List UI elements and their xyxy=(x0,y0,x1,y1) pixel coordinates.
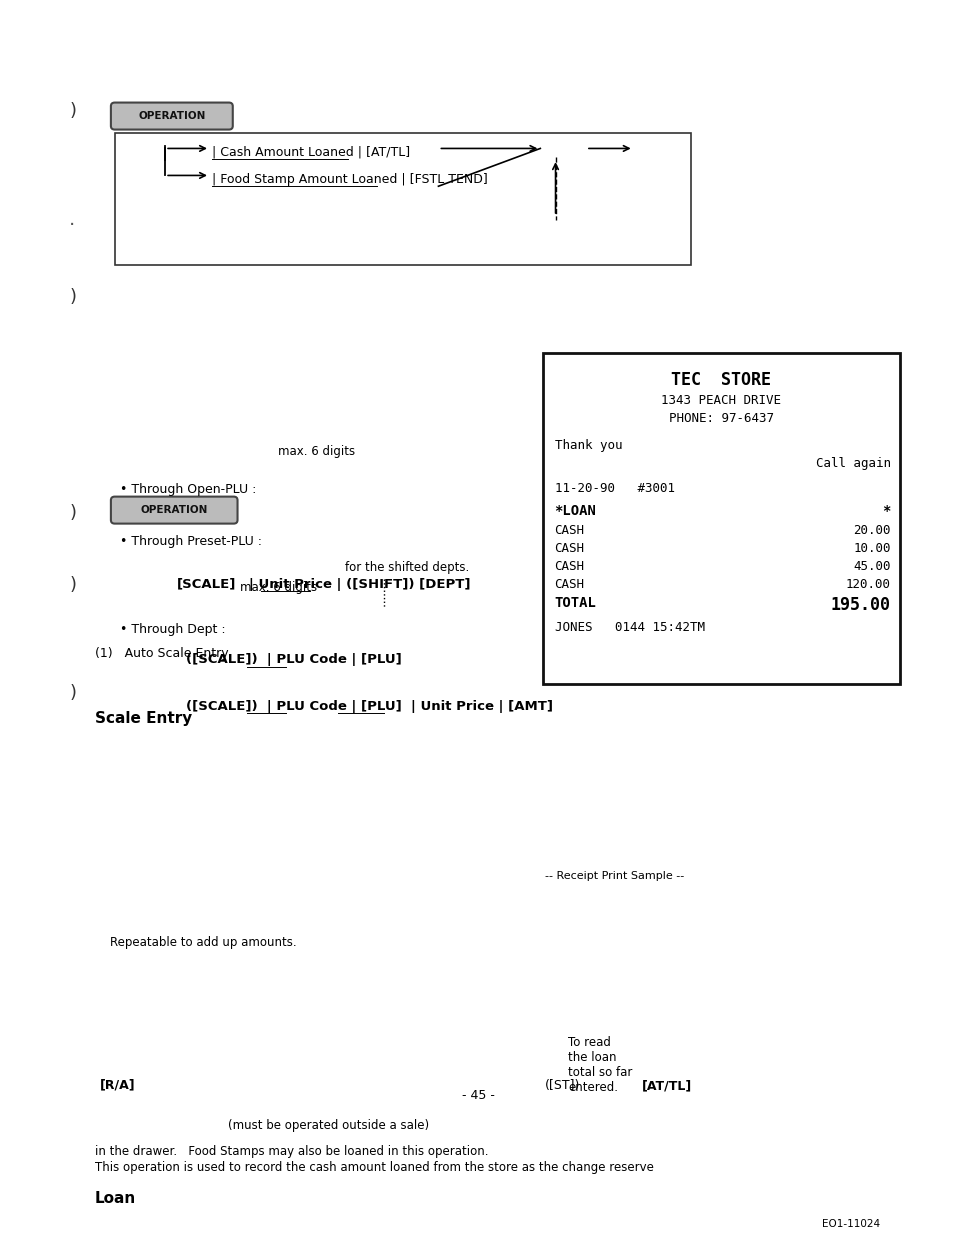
Bar xyxy=(542,352,900,684)
Text: 120.00: 120.00 xyxy=(844,577,890,591)
Text: ): ) xyxy=(70,102,77,119)
Text: Repeatable to add up amounts.: Repeatable to add up amounts. xyxy=(110,936,296,949)
Text: TOTAL: TOTAL xyxy=(554,596,596,609)
Text: max. 6 digits: max. 6 digits xyxy=(240,581,316,594)
Text: ): ) xyxy=(70,576,77,593)
Text: Loan: Loan xyxy=(95,1191,136,1206)
Text: Call again: Call again xyxy=(815,457,890,470)
Text: ·: · xyxy=(69,216,75,235)
Text: 20.00: 20.00 xyxy=(852,524,890,536)
Text: • Through Preset-PLU :: • Through Preset-PLU : xyxy=(120,535,262,549)
Text: This operation is used to record the cash amount loaned from the store as the ch: This operation is used to record the cas… xyxy=(95,1162,653,1174)
Text: *: * xyxy=(882,504,890,517)
Text: - 45 -: - 45 - xyxy=(461,1088,495,1102)
Text: • Through Dept :: • Through Dept : xyxy=(120,623,226,635)
Text: 1343 PEACH DRIVE: 1343 PEACH DRIVE xyxy=(660,395,781,407)
Text: -- Receipt Print Sample --: -- Receipt Print Sample -- xyxy=(544,871,683,881)
Text: [AT/TL]: [AT/TL] xyxy=(641,1078,692,1092)
Text: CASH: CASH xyxy=(554,524,584,536)
FancyBboxPatch shape xyxy=(111,103,233,129)
Text: To read
the loan
total so far
entered.: To read the loan total so far entered. xyxy=(567,1036,632,1095)
Text: CASH: CASH xyxy=(554,577,584,591)
Text: for the shifted depts.: for the shifted depts. xyxy=(345,561,469,575)
Text: | Cash Amount Loaned | [AT/TL]: | Cash Amount Loaned | [AT/TL] xyxy=(212,145,410,159)
Text: OPERATION: OPERATION xyxy=(138,110,205,122)
Text: [R/A]: [R/A] xyxy=(100,1078,135,1091)
Text: (1)   Auto Scale Entry: (1) Auto Scale Entry xyxy=(95,647,229,660)
Text: | Unit Price | ([SHIFT]) [DEPT]: | Unit Price | ([SHIFT]) [DEPT] xyxy=(249,577,470,591)
Text: CASH: CASH xyxy=(554,541,584,555)
Text: EO1-11024: EO1-11024 xyxy=(821,1219,879,1229)
Text: 45.00: 45.00 xyxy=(852,560,890,572)
Text: [SCALE]: [SCALE] xyxy=(176,577,235,591)
Text: ([SCALE])  | PLU Code | [PLU]  | Unit Price | [AMT]: ([SCALE]) | PLU Code | [PLU] | Unit Pric… xyxy=(186,700,553,712)
Text: 195.00: 195.00 xyxy=(830,596,890,613)
Text: *LOAN: *LOAN xyxy=(554,504,596,517)
Text: (must be operated outside a sale): (must be operated outside a sale) xyxy=(228,1119,429,1132)
Text: 11-20-90   #3001: 11-20-90 #3001 xyxy=(554,483,674,495)
Text: ): ) xyxy=(70,288,77,305)
Text: 10.00: 10.00 xyxy=(852,541,890,555)
Text: CASH: CASH xyxy=(554,560,584,572)
FancyBboxPatch shape xyxy=(111,496,237,524)
Text: max. 6 digits: max. 6 digits xyxy=(277,446,355,458)
Text: OPERATION: OPERATION xyxy=(140,505,207,515)
Text: in the drawer.   Food Stamps may also be loaned in this operation.: in the drawer. Food Stamps may also be l… xyxy=(95,1145,488,1158)
Text: ([SCALE])  | PLU Code | [PLU]: ([SCALE]) | PLU Code | [PLU] xyxy=(186,653,401,666)
Text: JONES   0144 15:42TM: JONES 0144 15:42TM xyxy=(554,620,704,634)
Text: PHONE: 97-6437: PHONE: 97-6437 xyxy=(668,412,773,426)
Bar xyxy=(114,133,690,266)
Text: TEC  STORE: TEC STORE xyxy=(671,371,770,388)
Text: ): ) xyxy=(70,504,77,521)
Text: ): ) xyxy=(70,684,77,701)
Text: | Food Stamp Amount Loaned | [FSTL TEND]: | Food Stamp Amount Loaned | [FSTL TEND] xyxy=(212,172,487,186)
Text: Thank you: Thank you xyxy=(554,439,621,452)
Text: Scale Entry: Scale Entry xyxy=(95,711,193,726)
Text: ([ST]): ([ST]) xyxy=(544,1078,579,1092)
Text: • Through Open-PLU :: • Through Open-PLU : xyxy=(120,483,256,496)
